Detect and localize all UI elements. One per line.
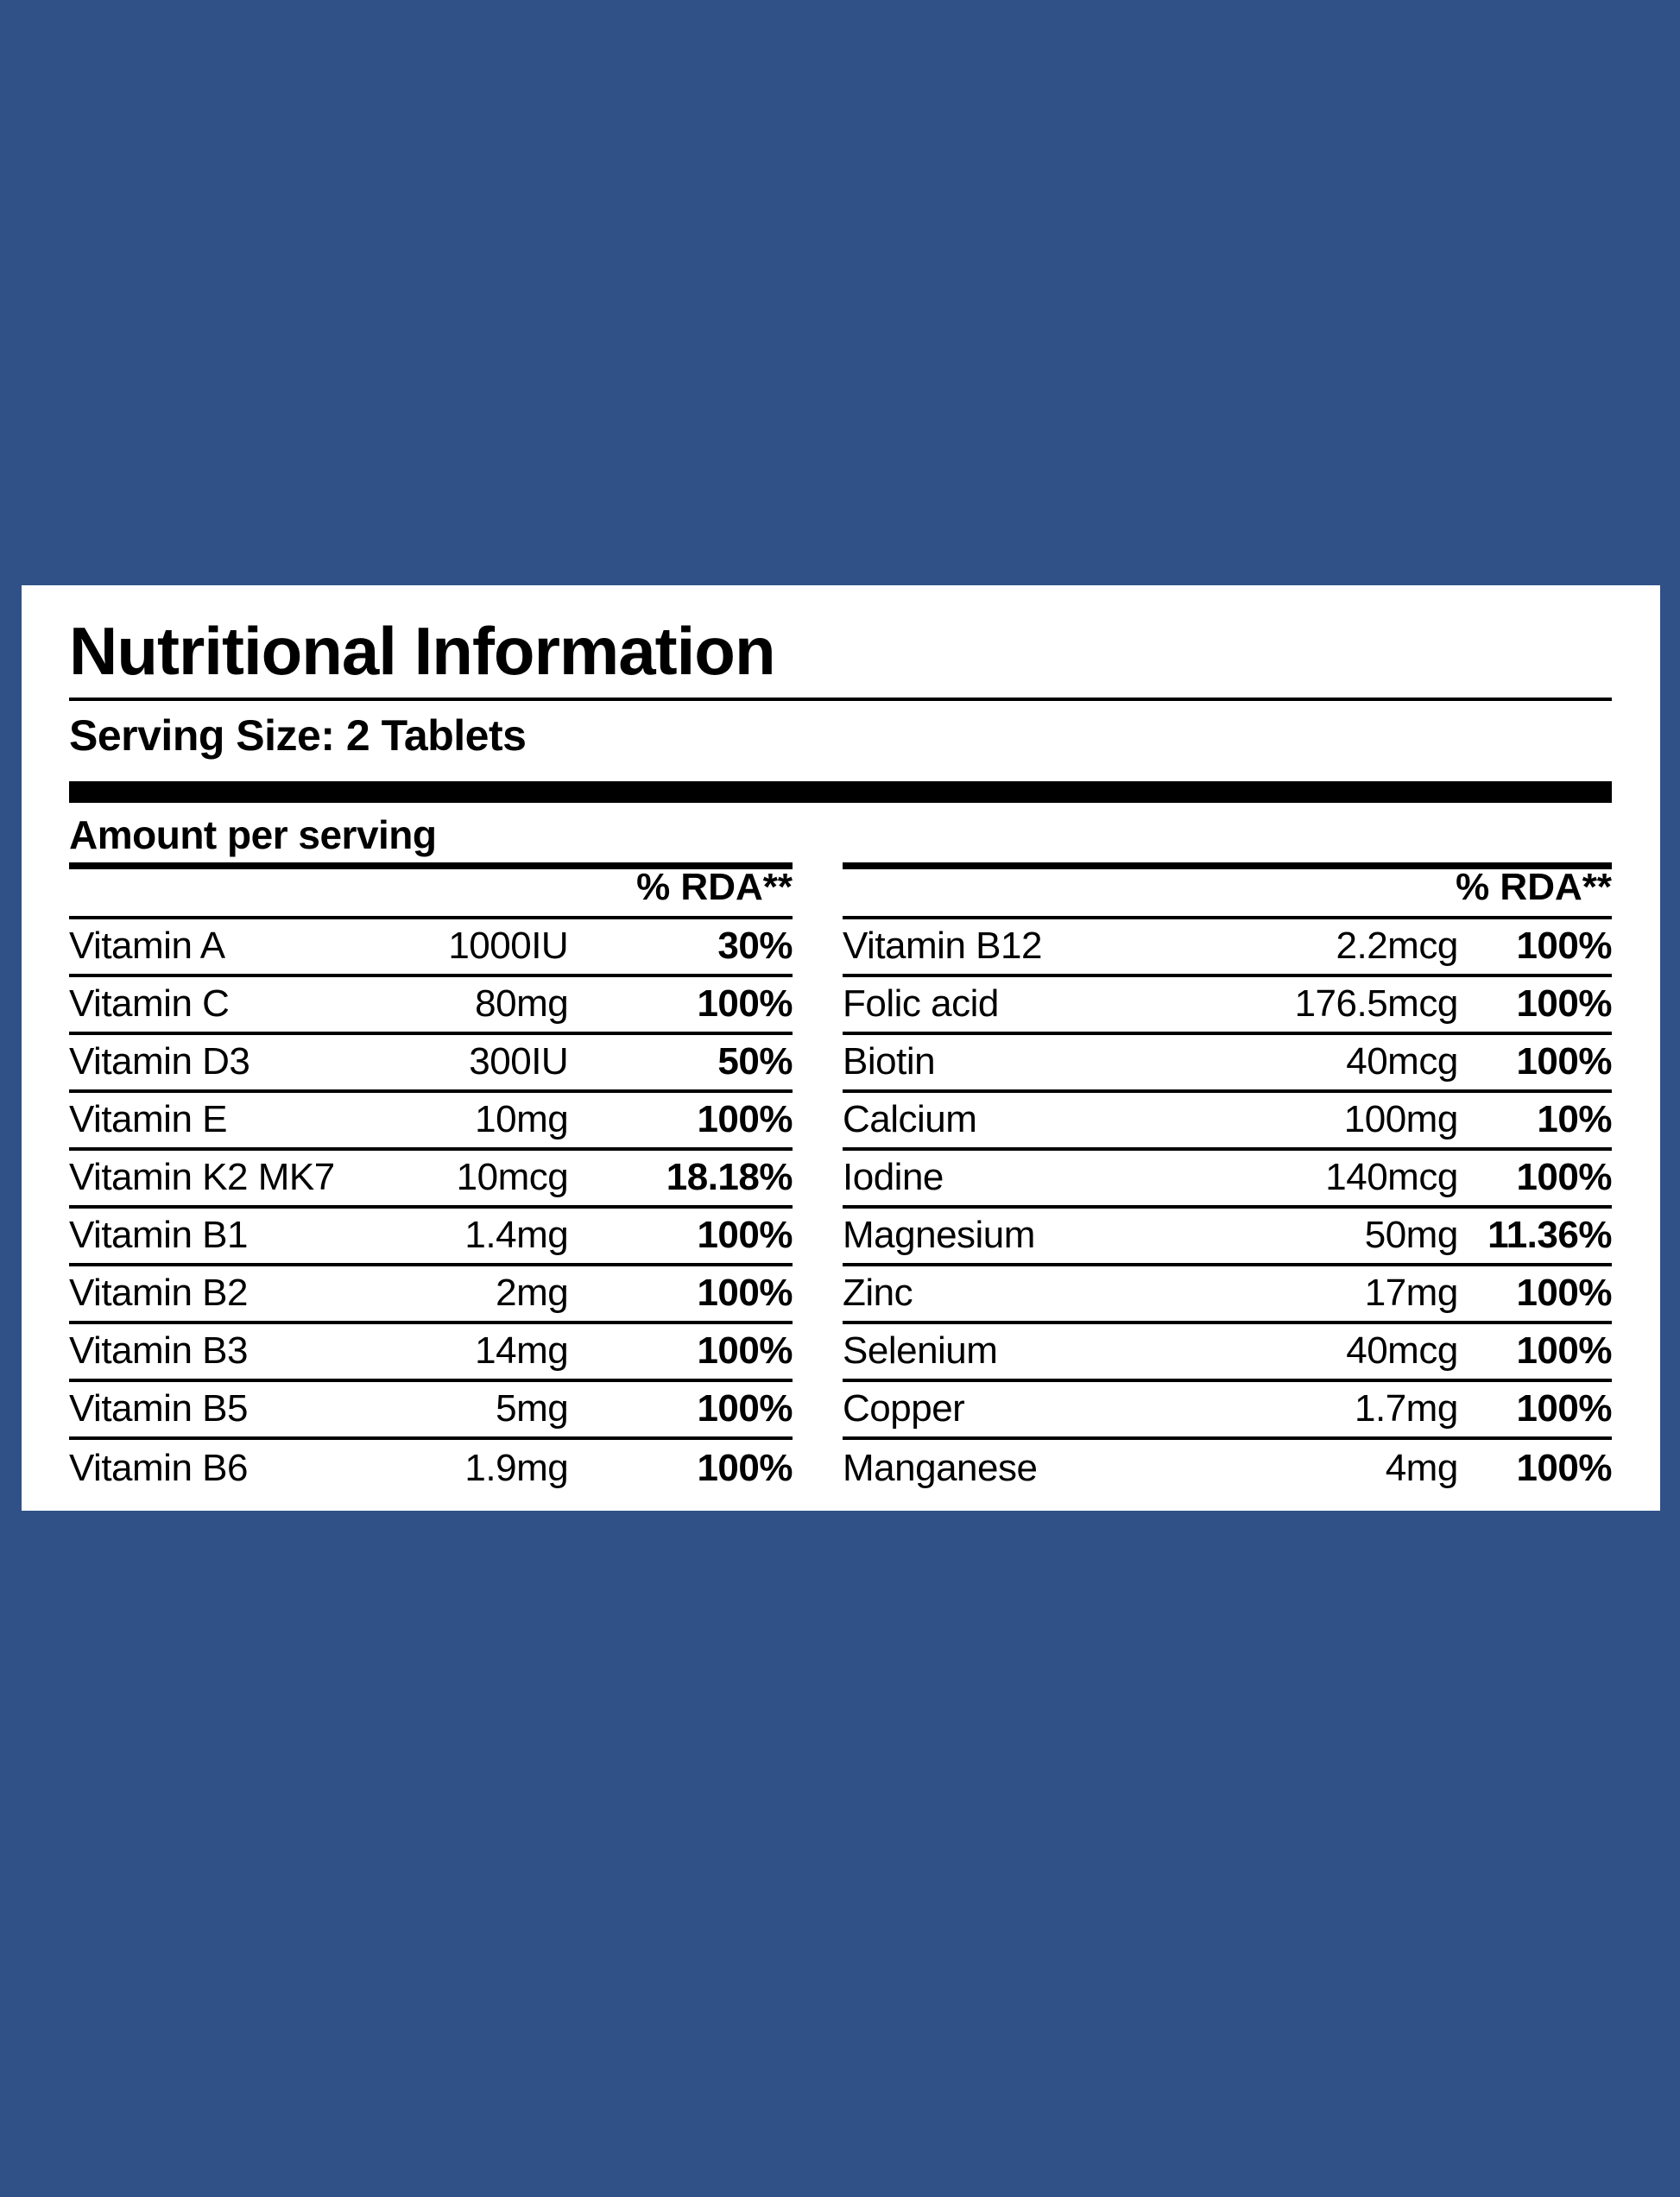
rda-column-header: % RDA** [636, 865, 793, 908]
nutrient-name: Vitamin A [69, 925, 225, 968]
table-header-row: % RDA** [69, 865, 793, 919]
nutrient-rda-percent: 18.18% [666, 1156, 793, 1199]
nutrient-row: Zinc 17mg 100% [843, 1266, 1612, 1324]
nutrient-table-right: % RDA** Vitamin B12 2.2mcg 100% Folic ac… [843, 862, 1612, 1498]
nutrient-rda-percent: 100% [697, 1329, 793, 1373]
section-bar [69, 780, 1612, 803]
nutrient-amount: 80mg [475, 982, 569, 1026]
nutrient-row: Selenium 40mcg 100% [843, 1324, 1612, 1382]
nutrient-name: Vitamin B6 [69, 1447, 248, 1490]
nutrient-rda-percent: 100% [1516, 982, 1612, 1026]
nutrient-name: Manganese [843, 1447, 1038, 1490]
nutrient-amount: 40mcg [1346, 1329, 1458, 1373]
nutrient-rda-percent: 100% [697, 1447, 793, 1490]
nutrient-row: Calcium 100mg 10% [843, 1093, 1612, 1151]
nutrient-rda-percent: 100% [1516, 1447, 1612, 1490]
nutrient-name: Magnesium [843, 1214, 1035, 1257]
nutrient-row: Vitamin D3 300IU 50% [69, 1035, 793, 1093]
nutrient-amount: 1000IU [448, 925, 569, 968]
table-header-row: % RDA** [843, 865, 1612, 919]
nutrient-rows-left: Vitamin A 1000IU 30% Vitamin C 80mg 100%… [69, 919, 793, 1498]
nutrient-name: Vitamin B5 [69, 1387, 248, 1430]
nutrient-row: Vitamin E 10mg 100% [69, 1093, 793, 1151]
nutrient-amount: 176.5mcg [1294, 982, 1459, 1026]
serving-size: Serving Size: 2 Tablets [69, 710, 527, 760]
nutrient-rda-percent: 100% [697, 1098, 793, 1141]
nutrient-amount: 100mg [1343, 1098, 1459, 1141]
nutrient-name: Vitamin D3 [69, 1040, 250, 1083]
nutrient-rda-percent: 100% [1516, 1387, 1612, 1430]
nutrient-name: Vitamin B2 [69, 1272, 248, 1315]
nutrient-rda-percent: 100% [1516, 1272, 1612, 1315]
nutrient-row: Magnesium 50mg 11.36% [843, 1209, 1612, 1266]
nutrient-row: Iodine 140mcg 100% [843, 1151, 1612, 1209]
nutrient-name: Copper [843, 1387, 965, 1430]
nutrient-amount: 2mg [496, 1272, 569, 1315]
nutrient-amount: 50mg [1364, 1214, 1459, 1257]
nutrient-amount: 140mcg [1325, 1156, 1458, 1199]
nutrient-amount: 4mg [1385, 1447, 1459, 1490]
nutrient-row: Vitamin B2 2mg 100% [69, 1266, 793, 1324]
rda-column-header: % RDA** [1456, 865, 1612, 908]
nutrient-amount: 5mg [496, 1387, 569, 1430]
nutrient-name: Vitamin E [69, 1098, 227, 1141]
nutrient-amount: 2.2mcg [1336, 925, 1459, 968]
nutrient-rda-percent: 100% [697, 1272, 793, 1315]
nutrient-row: Vitamin B6 1.9mg 100% [69, 1440, 793, 1498]
nutrient-rda-percent: 100% [1516, 1329, 1612, 1373]
nutrient-row: Folic acid 176.5mcg 100% [843, 977, 1612, 1035]
nutrient-rows-right: Vitamin B12 2.2mcg 100% Folic acid 176.5… [843, 919, 1612, 1498]
nutrient-name: Iodine [843, 1156, 944, 1199]
nutrient-row: Vitamin C 80mg 100% [69, 977, 793, 1035]
nutrient-rda-percent: 100% [1516, 1156, 1612, 1199]
nutrient-amount: 10mg [475, 1098, 569, 1141]
amount-per-serving-heading: Amount per serving [69, 811, 437, 857]
nutrient-name: Vitamin B1 [69, 1214, 248, 1257]
nutrient-row: Vitamin B5 5mg 100% [69, 1382, 793, 1440]
nutrient-name: Calcium [843, 1098, 977, 1141]
nutrient-rda-percent: 100% [697, 1387, 793, 1430]
nutrient-row: Vitamin K2 MK7 10mcg 18.18% [69, 1151, 793, 1209]
nutrient-row: Biotin 40mcg 100% [843, 1035, 1612, 1093]
nutrient-rda-percent: 11.36% [1487, 1214, 1612, 1257]
nutrient-name: Zinc [843, 1272, 913, 1315]
nutrient-rda-percent: 100% [1516, 1040, 1612, 1083]
nutrient-name: Biotin [843, 1040, 936, 1083]
nutrient-rda-percent: 100% [1516, 925, 1612, 968]
nutrient-tables: % RDA** Vitamin A 1000IU 30% Vitamin C 8… [69, 862, 1612, 1498]
nutrient-rda-percent: 100% [697, 1214, 793, 1257]
nutrient-name: Vitamin B3 [69, 1329, 248, 1373]
nutrient-name: Vitamin C [69, 982, 230, 1026]
nutrient-amount: 40mcg [1346, 1040, 1458, 1083]
nutrient-rda-percent: 10% [1537, 1098, 1612, 1141]
nutrient-amount: 1.7mg [1355, 1387, 1458, 1430]
nutrition-title: Nutritional Information [69, 613, 776, 689]
nutrient-rda-percent: 100% [697, 982, 793, 1026]
nutrient-row: Vitamin B12 2.2mcg 100% [843, 919, 1612, 977]
nutrient-row: Vitamin A 1000IU 30% [69, 919, 793, 977]
nutrient-rda-percent: 50% [717, 1040, 793, 1083]
title-divider [69, 697, 1612, 701]
nutrient-amount: 17mg [1364, 1272, 1459, 1315]
nutrient-row: Vitamin B1 1.4mg 100% [69, 1209, 793, 1266]
nutrient-table-left: % RDA** Vitamin A 1000IU 30% Vitamin C 8… [69, 862, 793, 1498]
nutrient-rda-percent: 30% [717, 925, 793, 968]
nutrient-name: Selenium [843, 1329, 998, 1373]
nutrient-amount: 1.9mg [464, 1447, 569, 1490]
nutrition-label-card: Nutritional Information Serving Size: 2 … [22, 585, 1660, 1511]
nutrient-name: Folic acid [843, 982, 999, 1026]
nutrient-amount: 1.4mg [464, 1214, 569, 1257]
nutrient-row: Vitamin B3 14mg 100% [69, 1324, 793, 1382]
nutrient-row: Manganese 4mg 100% [843, 1440, 1612, 1498]
nutrient-row: Copper 1.7mg 100% [843, 1382, 1612, 1440]
nutrient-amount: 14mg [475, 1329, 569, 1373]
nutrient-amount: 300IU [469, 1040, 569, 1083]
nutrient-name: Vitamin K2 MK7 [69, 1156, 335, 1199]
nutrient-amount: 10mcg [456, 1156, 569, 1199]
nutrient-name: Vitamin B12 [843, 925, 1042, 968]
